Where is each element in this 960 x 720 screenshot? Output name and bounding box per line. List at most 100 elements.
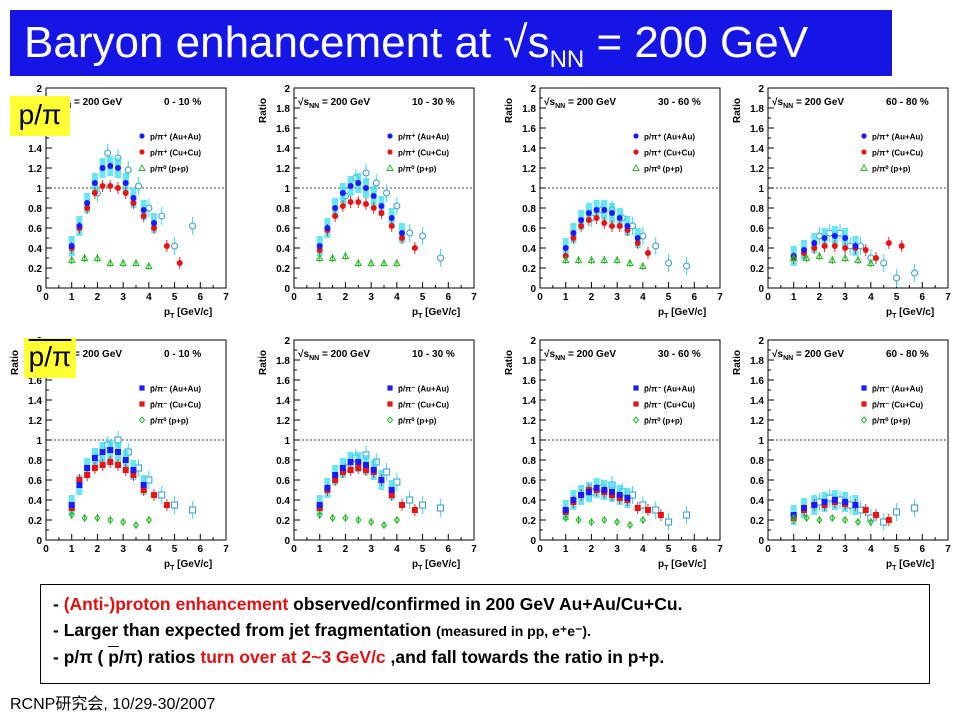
x-axis-title-main: p xyxy=(886,559,892,570)
data-point-pp xyxy=(342,514,349,522)
data-point-auau xyxy=(801,247,807,253)
y-tick-label: 0.2 xyxy=(750,264,764,275)
x-tick-label: 7 xyxy=(717,292,723,303)
data-point-cucu xyxy=(399,502,405,508)
legend-entry: p̄/π⁰ (p+p) xyxy=(398,417,437,426)
data-point-cyan xyxy=(893,274,901,282)
y-tick-label: 1.8 xyxy=(750,104,764,115)
legend-entry: p̄/π⁻ (Au+Au) xyxy=(644,385,695,394)
x-tick-label: 2 xyxy=(589,292,595,303)
x-tick-label: 6 xyxy=(920,292,926,303)
data-point-cucu xyxy=(585,217,592,223)
energy-label: √sNN = 200 GeV xyxy=(772,97,844,110)
y-tick-label: 0.6 xyxy=(750,224,764,235)
x-axis-title: pT [GeV/c] xyxy=(412,307,460,320)
y-tick-label: 2 xyxy=(284,84,290,95)
y-tick-label: 1.8 xyxy=(276,104,290,115)
data-point-auau xyxy=(355,459,362,465)
data-point-cyan xyxy=(880,518,888,526)
data-point-pp xyxy=(601,516,608,524)
x-tick-label: 0 xyxy=(537,292,543,303)
y-tick-label: 0.4 xyxy=(276,496,290,507)
data-point-pp xyxy=(132,258,140,266)
data-point-pp xyxy=(626,521,634,529)
data-point-cucu xyxy=(339,469,346,475)
x-tick-label: 3 xyxy=(842,544,848,555)
data-point-auau xyxy=(130,467,137,473)
centrality-label: 10 - 30 % xyxy=(412,349,455,360)
energy-label-part: NN xyxy=(309,103,319,110)
x-axis-title-sub: T xyxy=(418,565,423,572)
data-point-pp xyxy=(613,255,621,263)
data-point-cucu xyxy=(634,505,641,511)
y-tick-label: 0.2 xyxy=(28,516,42,527)
legend-entry: p/π⁰ (p+p) xyxy=(644,165,683,174)
data-point-auau xyxy=(115,165,121,171)
note-3-highlight: turn over at 2~3 GeV/c xyxy=(200,647,386,667)
data-point-cucu xyxy=(163,243,170,249)
legend-entry: p/π⁰ (p+p) xyxy=(398,165,437,174)
row-tag-proton: p/π xyxy=(10,96,70,136)
data-point-cucu xyxy=(634,240,641,246)
data-point-cucu xyxy=(898,243,905,249)
data-point-cyan xyxy=(815,498,823,506)
y-tick-label: 0.8 xyxy=(276,456,290,467)
data-point-cucu xyxy=(122,467,129,473)
x-axis-title-main: p xyxy=(412,559,418,570)
data-point-auau xyxy=(811,240,818,246)
x-tick-label: 0 xyxy=(291,544,297,555)
legend-marker xyxy=(387,385,393,391)
y-tick-label: 0.6 xyxy=(276,224,290,235)
data-point-pp xyxy=(802,253,811,261)
data-point-cucu xyxy=(140,213,147,219)
y-tick-label: 0.4 xyxy=(28,244,42,255)
note-2-small: (measured in pp, e⁺e⁻). xyxy=(436,623,591,639)
data-point-auau xyxy=(91,455,98,461)
note-2-text: - Larger than expected from jet fragment… xyxy=(53,620,437,640)
energy-label-part: √s xyxy=(298,97,309,108)
y-axis-title: Ratio xyxy=(10,350,21,375)
data-point-cyan xyxy=(857,506,865,514)
data-point-cucu xyxy=(84,472,91,478)
legend-entry: p̄/π⁻ (Cu+Cu) xyxy=(644,401,695,410)
x-tick-label: 6 xyxy=(692,544,698,555)
x-tick-label: 4 xyxy=(146,292,152,303)
data-point-cucu xyxy=(399,235,405,241)
data-point-cucu xyxy=(411,245,418,251)
data-point-cucu xyxy=(122,190,129,196)
data-point-auau xyxy=(634,235,641,241)
x-axis-title-unit: [GeV/c] xyxy=(174,307,212,318)
energy-label-part: = 200 GeV xyxy=(319,349,370,360)
data-point-cucu xyxy=(831,243,838,249)
x-axis-title-main: p xyxy=(164,559,170,570)
y-tick-label: 2 xyxy=(530,84,536,95)
data-point-cucu xyxy=(140,487,147,493)
data-point-auau xyxy=(332,472,339,478)
data-point-cyan xyxy=(652,242,660,250)
y-tick-label: 0.8 xyxy=(28,204,42,215)
data-point-cyan xyxy=(911,504,919,512)
y-tick-label: 1.2 xyxy=(522,164,536,175)
x-tick-label: 6 xyxy=(446,292,452,303)
data-point-pp xyxy=(562,514,569,522)
centrality-label: 60 - 80 % xyxy=(886,349,929,360)
legend-entry: p/π⁺ (Au+Au) xyxy=(644,133,695,142)
data-point-pp xyxy=(132,521,140,529)
data-point-cucu xyxy=(593,215,600,221)
y-tick-label: 0 xyxy=(36,284,42,295)
data-point-auau xyxy=(811,502,818,508)
y-axis-title: Ratio xyxy=(504,98,515,123)
centrality-label: 0 - 10 % xyxy=(164,349,201,360)
legend-entry: p/π⁺ (Cu+Cu) xyxy=(398,149,449,158)
y-tick-label: 1 xyxy=(284,184,290,195)
y-tick-label: 1 xyxy=(530,436,536,447)
data-point-pp xyxy=(600,255,609,263)
y-tick-label: 1 xyxy=(284,436,290,447)
data-point-cucu xyxy=(388,223,395,229)
x-tick-label: 7 xyxy=(945,544,951,555)
data-point-cyan xyxy=(171,501,179,509)
x-axis-title: pT [GeV/c] xyxy=(886,307,934,320)
data-point-auau xyxy=(99,165,106,171)
data-point-pp xyxy=(106,258,115,266)
